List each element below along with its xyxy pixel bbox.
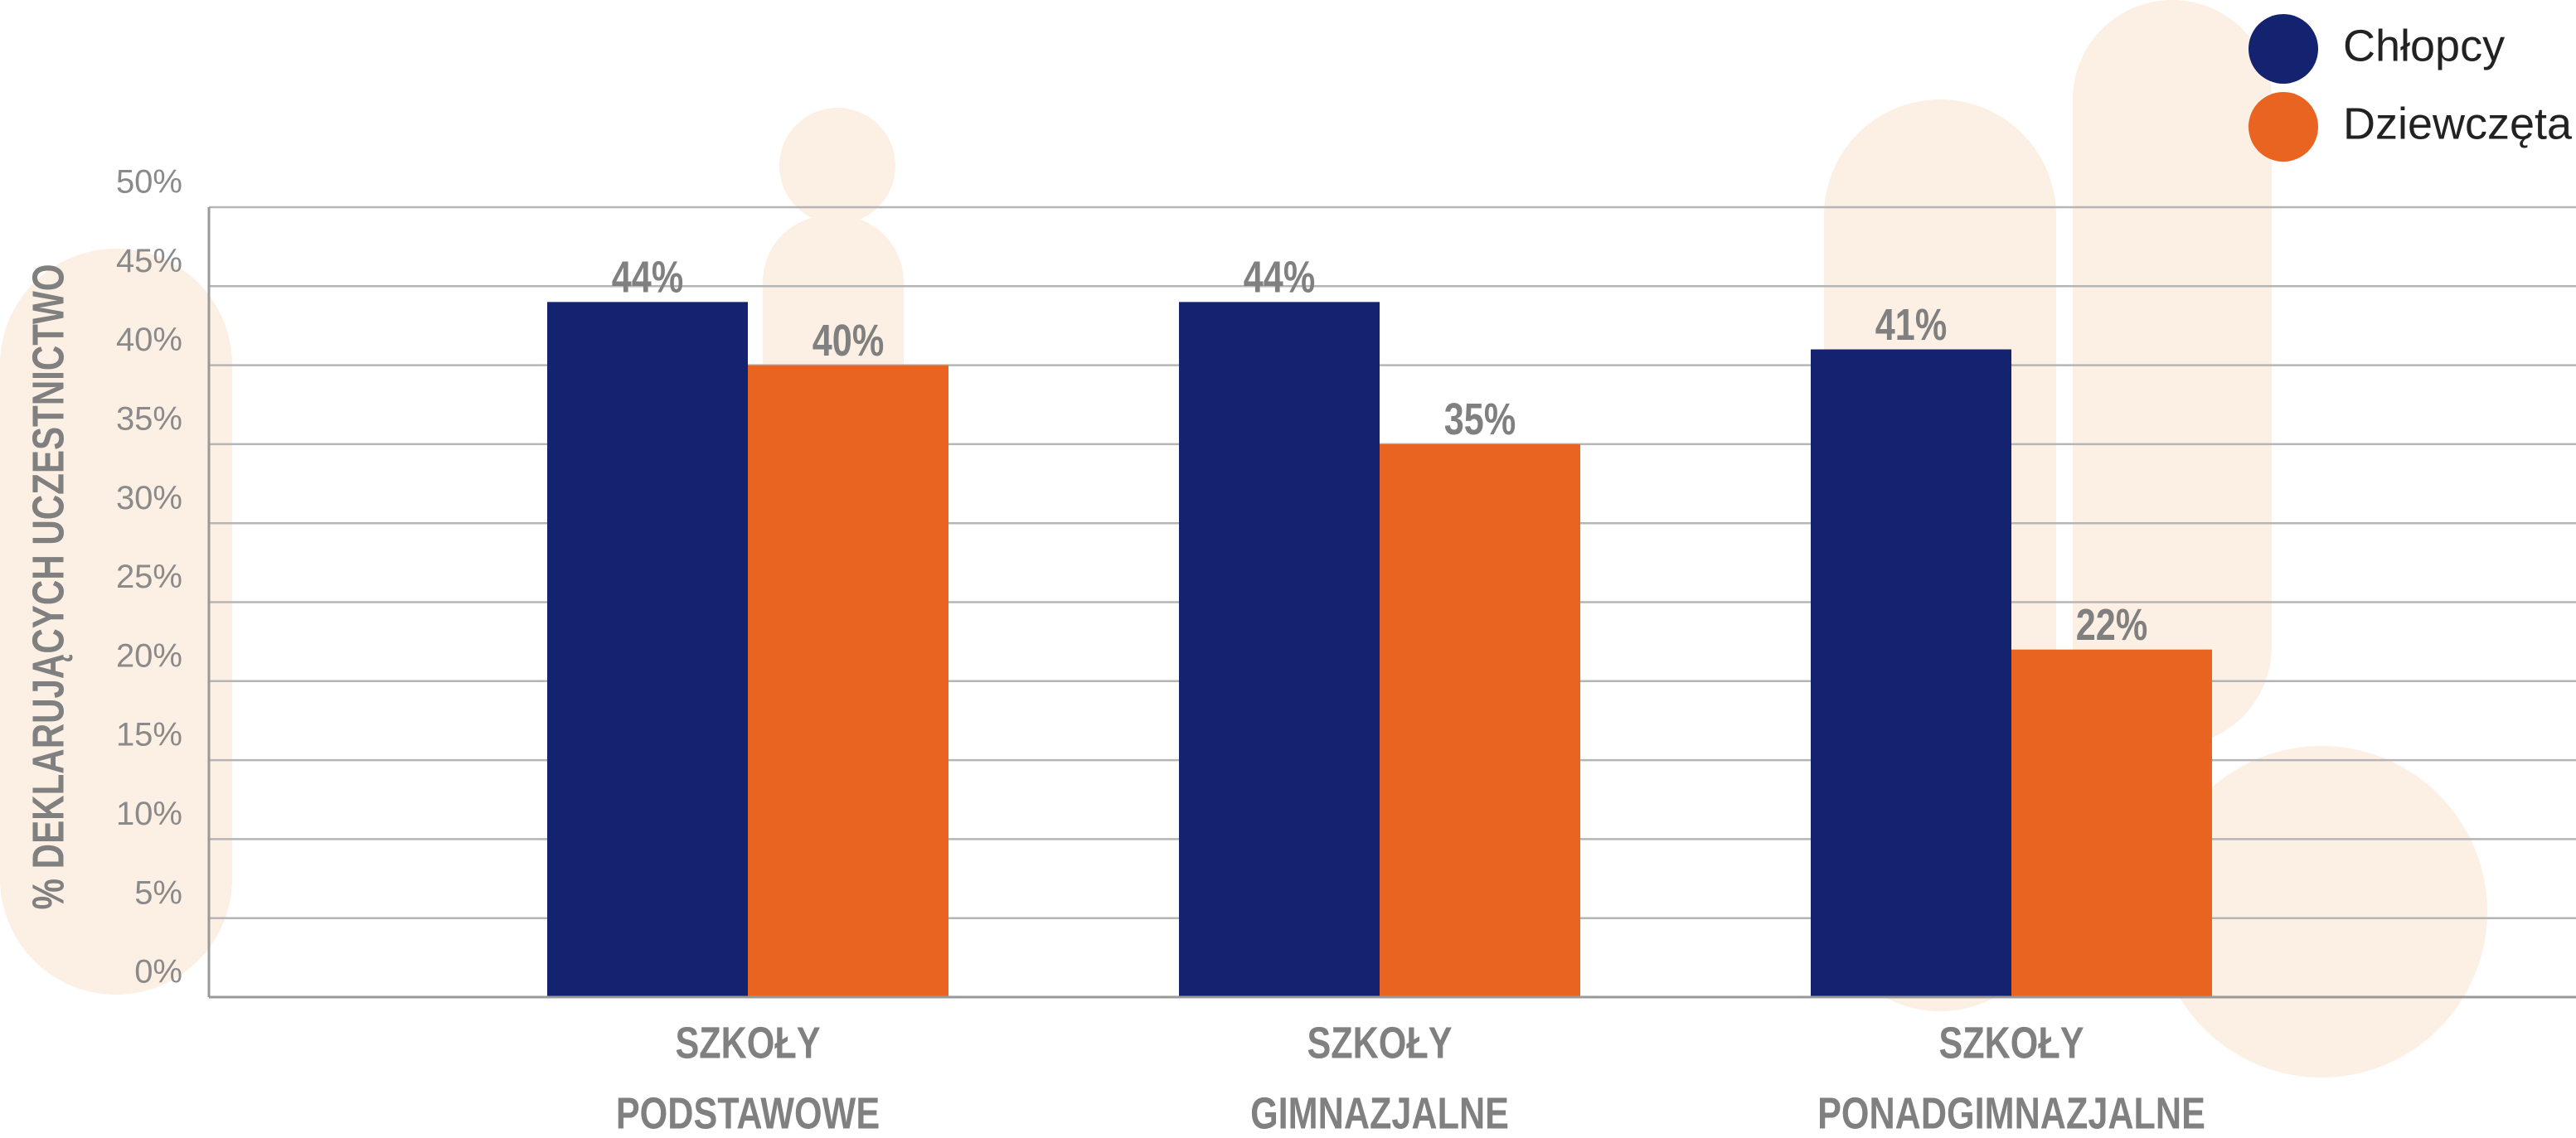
data-label-group: 41%	[1875, 300, 1947, 350]
data-label-group: 44%	[612, 253, 683, 303]
y-tick-label: 40%	[116, 322, 182, 358]
data-label-group: 44%	[1244, 253, 1315, 303]
x-tick-label-group: SZKOŁY PONADGIMNAZJALNE	[1817, 1019, 2205, 1138]
y-tick-label: 45%	[116, 243, 182, 279]
x-tick-label: SZKOŁY PODSTAWOWE	[616, 1019, 880, 1138]
y-tick-label: 35%	[116, 400, 182, 437]
data-label: 35%	[1444, 395, 1516, 445]
data-label: 44%	[1244, 253, 1315, 303]
y-axis-title: % DEKLARUJĄCYCH UCZESTNICTWO	[23, 264, 73, 910]
y-tick-label: 5%	[134, 874, 182, 911]
y-tick-label: 10%	[116, 796, 182, 832]
bar	[1179, 302, 1380, 997]
bar	[748, 365, 948, 998]
x-tick-label-group: SZKOŁY PODSTAWOWE	[616, 1019, 880, 1138]
x-tick-label: SZKOŁY GIMNAZJALNE	[1250, 1019, 1509, 1138]
y-tick-label: 50%	[116, 164, 182, 201]
bar	[1380, 443, 1580, 997]
legend-label: Dziewczęta	[2343, 99, 2573, 148]
y-tick-label: 0%	[134, 954, 182, 990]
x-tick-label: SZKOŁY PONADGIMNAZJALNE	[1817, 1019, 2205, 1138]
legend-label: Chłopcy	[2343, 21, 2505, 70]
data-label: 22%	[2076, 600, 2147, 650]
legend-swatch	[2249, 14, 2318, 84]
y-tick-label: 30%	[116, 480, 182, 516]
y-tick-label: 15%	[116, 717, 182, 753]
data-label-group: 40%	[813, 316, 884, 366]
y-tick-label: 25%	[116, 559, 182, 595]
data-label: 40%	[813, 316, 884, 366]
bar	[1811, 349, 2011, 997]
data-label: 44%	[612, 253, 683, 303]
data-label-group: 22%	[2076, 600, 2147, 650]
bar	[2011, 649, 2212, 997]
x-tick-label-group: SZKOŁY GIMNAZJALNE	[1250, 1019, 1509, 1138]
data-label: 41%	[1875, 300, 1947, 350]
data-label-group: 35%	[1444, 395, 1516, 445]
legend-swatch	[2249, 92, 2318, 162]
y-tick-label: 20%	[116, 637, 182, 674]
bar	[547, 302, 748, 997]
